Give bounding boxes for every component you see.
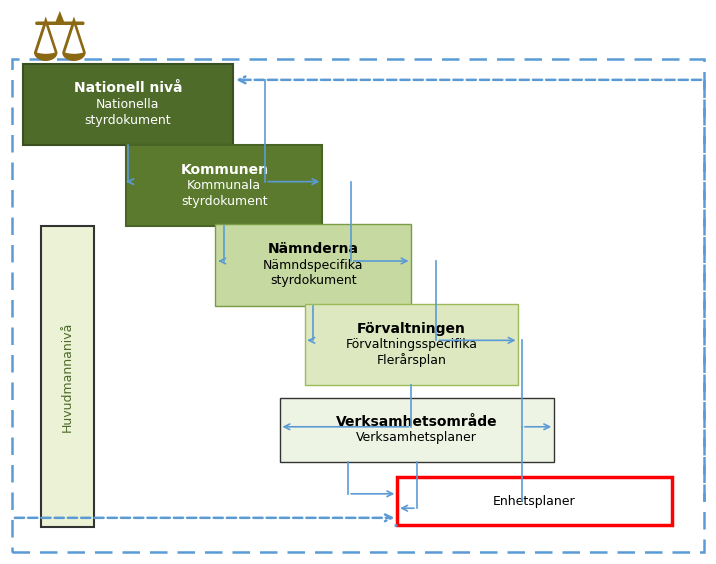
Text: Huvudmannanivå: Huvudmannanivå [61,321,74,432]
Bar [126,145,322,226]
Text: Kommunala: Kommunala [187,179,261,192]
Text: Enhetsplaner: Enhetsplaner [493,495,576,508]
Text: Kommunen: Kommunen [180,163,268,177]
Text: styrdokument: styrdokument [270,275,357,288]
Text: ⚖: ⚖ [29,7,88,73]
Bar [279,398,554,462]
Text: Förvaltningen: Förvaltningen [357,321,466,336]
Text: Nämndspecifika: Nämndspecifika [263,258,364,271]
Text: Nämnderna: Nämnderna [268,242,359,256]
Bar [397,477,672,525]
Text: styrdokument: styrdokument [181,195,268,208]
Bar [304,303,518,385]
Text: Nationella: Nationella [96,98,160,111]
Text: Nationell nivå: Nationell nivå [74,81,183,95]
Bar [12,59,704,552]
Text: Förvaltningsspecifika: Förvaltningsspecifika [346,338,478,351]
Bar [23,64,233,145]
Bar [41,226,94,527]
Bar [216,224,412,306]
Text: Verksamhetsområde: Verksamhetsområde [336,415,498,429]
Text: styrdokument: styrdokument [84,114,171,127]
Text: Verksamhetsplaner: Verksamhetsplaner [357,431,478,444]
Text: Flerårsplan: Flerårsplan [377,353,447,367]
